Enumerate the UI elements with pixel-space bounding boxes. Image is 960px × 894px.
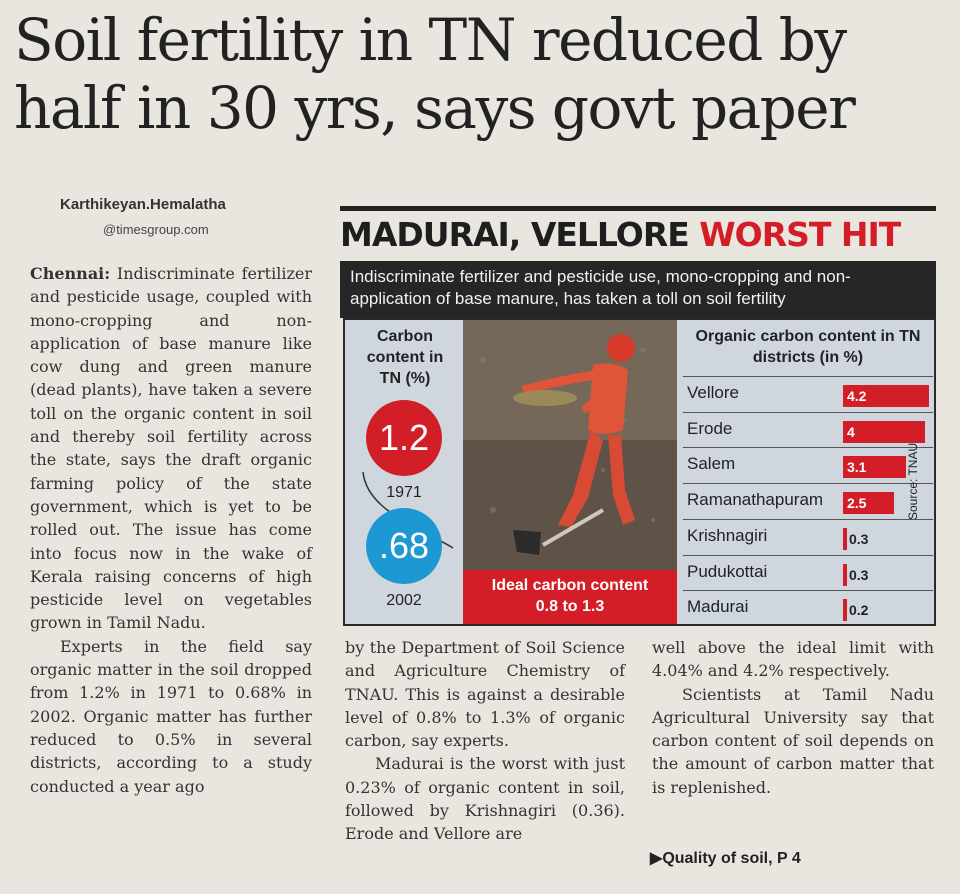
- district-label: Krishnagiri: [687, 525, 768, 545]
- article-column-3: well above the ideal limit with 4.04% an…: [652, 636, 934, 799]
- year-1971-label: 1971: [386, 484, 422, 501]
- byline-email: @timesgroup.com: [103, 222, 209, 237]
- article-column-1: Chennai: Indiscriminate fertilizer and p…: [30, 262, 312, 798]
- infographic-title-black: MADURAI, VELLORE: [340, 215, 700, 254]
- jump-reference: ▶Quality of soil, P 4: [650, 850, 801, 867]
- infographic-top-rule: [340, 206, 936, 211]
- district-label: Ramanathapuram: [687, 490, 824, 510]
- byline-author: Karthikeyan.Hemalatha: [60, 196, 226, 213]
- article-paragraph-2: Experts in the field say organic matter …: [30, 636, 312, 796]
- district-row: Erode 4: [683, 411, 933, 447]
- district-label: Erode: [687, 418, 733, 438]
- article-paragraph-3: Madurai is the worst with just 0.23% of …: [345, 754, 625, 844]
- district-row: Ramanathapuram 2.5: [683, 483, 933, 518]
- article-paragraph-3-continued: well above the ideal limit with 4.04% an…: [652, 638, 934, 681]
- article-paragraph-1: Chennai: Indiscriminate fertilizer and p…: [30, 262, 312, 635]
- value-2002-circle: .68: [366, 508, 442, 584]
- district-label: Vellore: [687, 383, 739, 402]
- infographic-subtitle: Indiscriminate fertilizer and pesticide …: [340, 261, 936, 318]
- farmer-photo: [463, 320, 677, 570]
- district-table-title: Organic carbon content in TN districts (…: [695, 328, 921, 366]
- district-row: Salem 3.1: [683, 447, 933, 482]
- ideal-carbon-range: 0.8 to 1.3: [535, 598, 605, 615]
- district-label: Pudukottai: [687, 561, 768, 581]
- district-label: Salem: [687, 454, 736, 474]
- article-text: Indiscriminate fertilizer and pesticide …: [30, 264, 312, 633]
- district-bar: 4: [843, 420, 925, 443]
- district-bar: 0.2: [843, 599, 868, 622]
- district-row: Madurai 0.2: [683, 590, 933, 625]
- district-bar: 3.1: [843, 456, 906, 479]
- dateline: Chennai:: [30, 264, 111, 283]
- value-1971-circle: 1.2: [366, 400, 442, 476]
- district-row: Pudukottai 0.3: [683, 554, 933, 590]
- district-bar: 0.3: [843, 563, 868, 586]
- carbon-content-label: Carbon content in TN (%): [366, 328, 444, 387]
- ideal-carbon-label: Ideal carbon content: [491, 577, 649, 594]
- infographic-title-red: WORST HIT: [699, 215, 901, 254]
- article-paragraph-2-continued: by the Department of Soil Science and Ag…: [345, 638, 625, 751]
- year-2002-label: 2002: [386, 592, 422, 609]
- jump-text: Quality of soil, P 4: [662, 850, 801, 867]
- district-bar: 4.2: [843, 385, 929, 407]
- article-column-2: by the Department of Soil Science and Ag…: [345, 636, 625, 846]
- district-label: Madurai: [687, 597, 749, 617]
- farmer-illustration: [463, 320, 677, 570]
- source-credit: Source: TNAU: [906, 442, 920, 520]
- headline: Soil fertility in TN reduced by half in …: [14, 6, 856, 143]
- district-row: Vellore 4.2: [683, 376, 933, 411]
- infographic-title: MADURAI, VELLORE WORST HIT: [340, 215, 901, 254]
- district-row: Krishnagiri 0.3: [683, 518, 933, 554]
- article-paragraph-4: Scientists at Tamil Nadu Agricultural Un…: [652, 684, 934, 797]
- district-bar: 0.3: [843, 527, 868, 550]
- district-bar: 2.5: [843, 492, 894, 515]
- ideal-carbon-box: Ideal carbon content 0.8 to 1.3: [463, 570, 677, 624]
